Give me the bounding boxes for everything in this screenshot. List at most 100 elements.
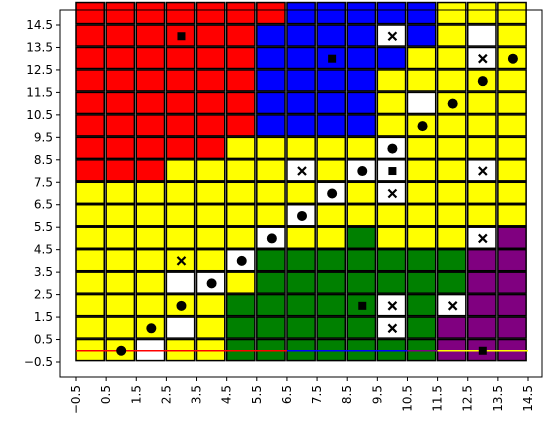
x-axis: −0.5 0.5 1.5 2.5 3.5 4.5 5.5 6.5 7.5 8.5 9.5 10.5 11… bbox=[69, 377, 535, 414]
circle-marker bbox=[146, 323, 157, 334]
grid-cell bbox=[135, 24, 166, 47]
grid-cell bbox=[466, 91, 497, 115]
grid-cell bbox=[105, 159, 136, 182]
y-tick-label: 9.5 bbox=[34, 130, 53, 144]
grid-cell bbox=[406, 226, 437, 250]
grid-cell bbox=[256, 91, 286, 115]
x-marker bbox=[387, 31, 398, 42]
grid-cell bbox=[376, 226, 407, 250]
grid-cell bbox=[256, 248, 286, 272]
grid-cell bbox=[165, 91, 196, 115]
plot-frame bbox=[59, 9, 543, 378]
x-marker bbox=[176, 256, 187, 266]
grid-cell bbox=[256, 271, 286, 294]
grid-cell bbox=[225, 114, 256, 137]
grid-cell bbox=[135, 226, 166, 250]
grid-cell bbox=[286, 114, 316, 137]
grid-cell bbox=[436, 24, 467, 47]
grid-cell bbox=[497, 91, 527, 115]
grid-cell bbox=[165, 69, 196, 92]
grid-cell bbox=[105, 114, 136, 137]
x-marker bbox=[478, 53, 488, 64]
grid-cell bbox=[376, 46, 407, 70]
grid-cell bbox=[316, 293, 347, 317]
grid-cell bbox=[346, 114, 377, 137]
grid-cell bbox=[256, 203, 286, 227]
grid-cell bbox=[436, 136, 467, 160]
grid-cell bbox=[195, 46, 226, 70]
x-tick-label: 0.5 bbox=[99, 385, 113, 404]
x-tick-label: 12.5 bbox=[461, 385, 475, 412]
grid-cell bbox=[376, 69, 407, 92]
grid-cell bbox=[436, 271, 467, 294]
grid-cell bbox=[135, 114, 166, 137]
square-marker bbox=[358, 301, 367, 310]
grid-cell bbox=[135, 271, 166, 294]
y-tick-label: 14.5 bbox=[26, 18, 53, 32]
grid-cell bbox=[256, 69, 286, 92]
y-tick-label: 4.5 bbox=[34, 243, 53, 257]
grid-cell bbox=[316, 69, 347, 92]
grid-cell bbox=[165, 46, 196, 70]
grid-cell bbox=[165, 159, 196, 182]
grid-cell bbox=[497, 159, 527, 182]
grid-cell bbox=[75, 203, 105, 227]
grid-cell bbox=[376, 1, 407, 25]
grid-cell bbox=[195, 203, 226, 227]
x-tick-label: 5.5 bbox=[250, 385, 264, 404]
grid-cell bbox=[256, 24, 286, 47]
x-marker bbox=[387, 323, 398, 334]
grid-cell bbox=[466, 1, 497, 25]
circle-marker bbox=[387, 143, 398, 154]
grid-cell bbox=[75, 316, 105, 339]
grid-cell bbox=[286, 69, 316, 92]
x-tick-label: 4.5 bbox=[220, 385, 234, 404]
grid-cell bbox=[497, 136, 527, 160]
grid-cell bbox=[286, 1, 316, 25]
grid-cell bbox=[376, 203, 407, 227]
grid-cell bbox=[195, 293, 226, 317]
x-marker bbox=[478, 166, 488, 176]
y-tick-label: 8.5 bbox=[34, 153, 53, 167]
circle-marker bbox=[116, 345, 127, 356]
circle-marker bbox=[417, 121, 428, 132]
grid-cell bbox=[225, 203, 256, 227]
grid-cell bbox=[256, 316, 286, 339]
grid-cell bbox=[316, 24, 347, 47]
grid-cell bbox=[436, 159, 467, 182]
grid-cell bbox=[346, 24, 377, 47]
y-tick-label: 7.5 bbox=[34, 175, 53, 189]
grid-cell bbox=[225, 271, 256, 294]
grid-cell bbox=[497, 293, 527, 317]
circle-marker bbox=[297, 210, 307, 221]
x-tick-label: 3.5 bbox=[190, 385, 204, 404]
grid-cell bbox=[225, 159, 256, 182]
grid-cell bbox=[256, 114, 286, 137]
grid-cell bbox=[497, 114, 527, 137]
grid-cell bbox=[75, 181, 105, 205]
grid-cell bbox=[346, 271, 377, 294]
grid-cell bbox=[497, 226, 527, 250]
grid-cell bbox=[195, 69, 226, 92]
grid-cell bbox=[135, 203, 166, 227]
x-tick-label: 11.5 bbox=[431, 385, 445, 412]
grid-cells bbox=[75, 1, 527, 362]
grid-cell bbox=[436, 1, 467, 25]
grid-cell bbox=[466, 181, 497, 205]
grid-cell bbox=[346, 248, 377, 272]
grid-cell bbox=[75, 1, 105, 25]
grid-cell bbox=[105, 293, 136, 317]
grid-cell bbox=[497, 248, 527, 272]
grid-cell bbox=[466, 203, 497, 227]
grid-cell bbox=[286, 316, 316, 339]
y-tick-label: 5.5 bbox=[34, 220, 53, 234]
grid-cell bbox=[225, 316, 256, 339]
grid-cell bbox=[376, 248, 407, 272]
grid-cell bbox=[105, 248, 136, 272]
grid-cell bbox=[286, 271, 316, 294]
grid-cell bbox=[105, 316, 136, 339]
grid-cell bbox=[497, 181, 527, 205]
grid-cell bbox=[195, 159, 226, 182]
grid-cell bbox=[105, 226, 136, 250]
grid-cell bbox=[376, 91, 407, 115]
